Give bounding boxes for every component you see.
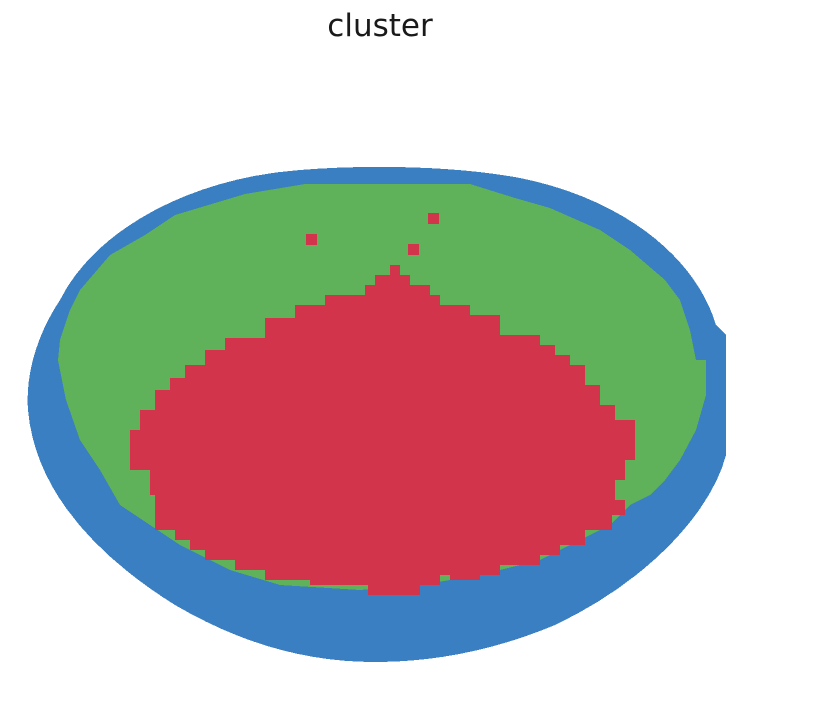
cluster-pixel-inner [428, 213, 439, 224]
cluster-pixel-inner [306, 234, 317, 245]
cluster-region-inner [130, 265, 635, 595]
figure-title: cluster [327, 8, 433, 44]
cluster-pixel-inner [408, 244, 419, 255]
